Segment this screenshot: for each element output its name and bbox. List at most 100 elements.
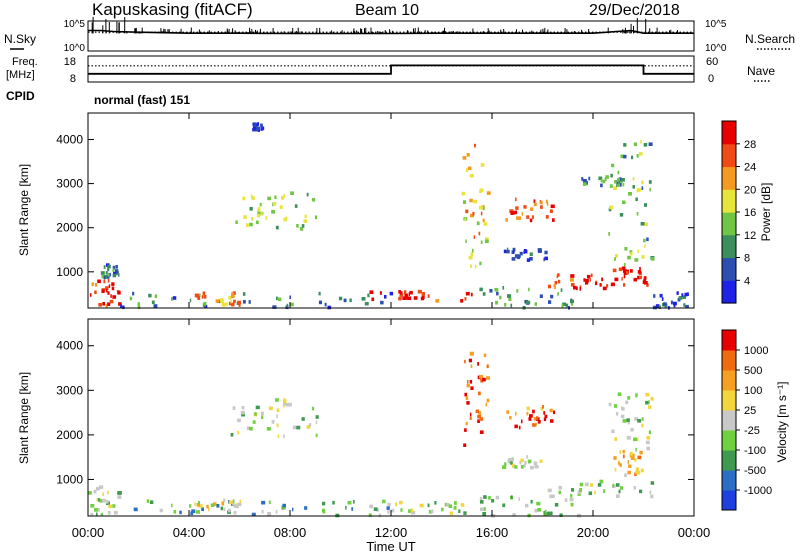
heatmap-cell	[133, 507, 138, 512]
heatmap-cell	[661, 297, 664, 301]
heatmap-cell	[526, 258, 531, 262]
heatmap-cell	[402, 296, 406, 300]
heatmap-cell	[588, 176, 591, 181]
heatmap-cell	[635, 393, 638, 398]
heatmap-cell	[641, 186, 644, 190]
heatmap-cell	[640, 140, 642, 144]
heatmap-cell	[272, 305, 277, 309]
heatmap-cell	[562, 302, 567, 307]
heatmap-cell	[571, 488, 575, 492]
heatmap-cell	[671, 300, 673, 305]
heatmap-cell	[570, 302, 574, 306]
heatmap-cell	[613, 186, 617, 190]
heatmap-cell	[549, 511, 553, 516]
heatmap-cell	[458, 509, 461, 513]
heatmap-cell	[149, 500, 154, 504]
heatmap-cell	[351, 507, 354, 511]
heatmap-cell	[364, 301, 369, 306]
heatmap-cell	[570, 283, 575, 287]
heatmap-cell	[636, 154, 639, 158]
heatmap-cell	[488, 496, 491, 500]
heatmap-cell	[465, 396, 469, 400]
heatmap-cell	[525, 503, 529, 508]
nsearch-label: N.Search	[745, 32, 795, 46]
heatmap-cell	[540, 205, 543, 209]
heatmap-cell	[113, 271, 117, 276]
heatmap-cell	[524, 461, 527, 465]
colorbar-swatch	[722, 121, 736, 145]
heatmap-cell	[290, 302, 294, 307]
heatmap-cell	[194, 502, 196, 507]
heatmap-cell	[524, 249, 528, 254]
heatmap-cell	[646, 283, 649, 287]
heatmap-cell	[482, 377, 486, 382]
heatmap-cell	[213, 502, 217, 506]
heatmap-cell	[228, 301, 232, 306]
heatmap-cell	[530, 465, 534, 470]
heatmap-cell	[623, 283, 626, 287]
heatmap-cell	[446, 503, 450, 507]
heatmap-cell	[277, 434, 280, 438]
heatmap-cell	[288, 402, 292, 407]
heatmap-cell	[384, 295, 387, 299]
heatmap-cell	[616, 180, 619, 184]
heatmap-cell	[619, 463, 622, 467]
heatmap-cell	[246, 426, 251, 430]
heatmap-cell	[257, 210, 261, 215]
heatmap-cell	[569, 497, 574, 502]
heatmap-cell	[595, 281, 598, 286]
heatmap-cell	[604, 177, 607, 182]
heatmap-cell	[464, 359, 466, 364]
heatmap-cell	[275, 398, 279, 402]
heatmap-cell	[469, 213, 474, 218]
heatmap-cell	[242, 292, 246, 296]
heatmap-cell	[622, 419, 627, 423]
heatmap-cell	[532, 409, 535, 414]
heatmap-cell	[311, 197, 316, 202]
heatmap-cell	[644, 244, 646, 248]
heatmap-cell	[221, 501, 225, 506]
heatmap-cell	[220, 506, 224, 511]
heatmap-cell	[399, 293, 404, 297]
heatmap-cell	[427, 294, 430, 298]
heatmap-cell	[615, 412, 619, 416]
heatmap-cell	[194, 293, 199, 298]
heatmap-cell	[641, 417, 644, 421]
heatmap-cell	[622, 449, 625, 454]
heatmap-cell	[634, 458, 637, 462]
heatmap-cell	[549, 494, 553, 499]
heatmap-cell	[532, 423, 536, 427]
heatmap-cell	[633, 142, 637, 147]
heatmap-cell	[105, 271, 108, 275]
heatmap-cell	[285, 403, 290, 407]
heatmap-cell	[520, 458, 524, 463]
heatmap-cell	[540, 200, 543, 205]
heatmap-cell	[387, 510, 390, 514]
heatmap-cell	[540, 407, 544, 411]
heatmap-cell	[560, 288, 563, 292]
heatmap-cell	[548, 300, 552, 304]
heatmap-cell	[514, 465, 518, 469]
freq-left-tick-high: 18	[64, 56, 76, 68]
heatmap-cell	[114, 269, 119, 273]
heatmap-cell	[243, 300, 246, 304]
heatmap-cell	[624, 247, 628, 251]
heatmap-cell	[623, 274, 626, 279]
heatmap-cell	[620, 486, 624, 490]
heatmap-cell	[369, 290, 374, 294]
heatmap-cell	[648, 405, 652, 409]
heatmap-cell	[637, 270, 641, 274]
heatmap-cell	[111, 286, 115, 291]
freq-right-tick-low: 0	[708, 73, 714, 85]
heatmap-cell	[635, 447, 637, 452]
heatmap-cell	[622, 454, 625, 459]
heatmap-cell	[502, 503, 506, 508]
heatmap-cell	[473, 235, 476, 239]
heatmap-cell	[579, 482, 584, 487]
heatmap-cell	[530, 207, 534, 211]
heatmap-cell	[637, 249, 640, 253]
heatmap-cell	[189, 298, 192, 303]
heatmap-cell	[584, 482, 589, 487]
freq-label: Freq.	[12, 56, 38, 68]
